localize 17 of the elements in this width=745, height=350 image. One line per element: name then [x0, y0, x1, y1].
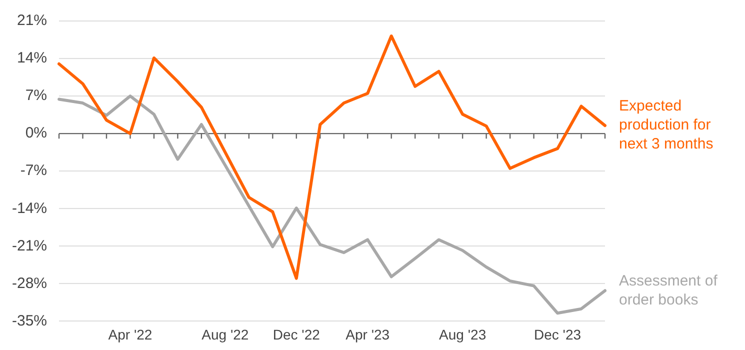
- x-tick-label: Aug '22: [202, 326, 249, 342]
- x-tick-label: Apr '23: [346, 326, 390, 342]
- x-tick-label: Aug '23: [439, 326, 486, 342]
- y-tick-label: -21%: [12, 237, 48, 254]
- y-tick-label: -14%: [12, 200, 48, 217]
- x-tick-label: Dec '23: [534, 326, 582, 342]
- y-tick-label: 14%: [16, 50, 48, 67]
- y-tick-label: 21%: [16, 12, 48, 30]
- x-tick-label: Apr '22: [108, 326, 152, 342]
- series-label: Assessment of order books: [619, 272, 718, 308]
- y-tick-label: -28%: [12, 274, 48, 292]
- y-tick-label: -35%: [12, 312, 48, 330]
- x-tick-label: Dec '22: [272, 326, 320, 342]
- y-tick-label: 0%: [25, 124, 48, 142]
- y-tick-label: -7%: [20, 162, 48, 180]
- y-tick-label: 7%: [25, 87, 48, 104]
- series-label: Expected production for next 3 months: [619, 98, 714, 153]
